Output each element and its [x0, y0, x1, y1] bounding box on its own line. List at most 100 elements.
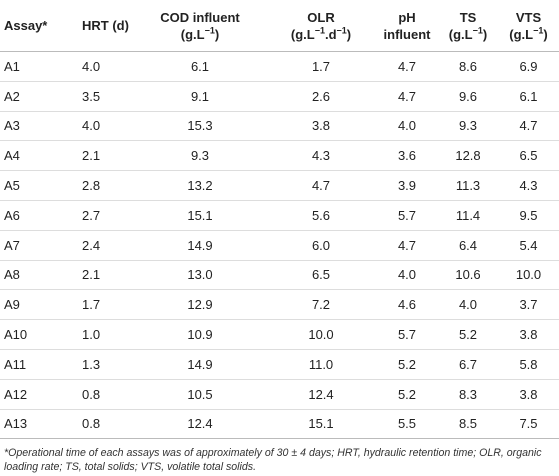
value-cell: 4.7	[376, 51, 438, 82]
value-cell: 8.3	[438, 379, 498, 410]
value-cell: 4.6	[376, 289, 438, 321]
header-text: .d	[324, 26, 337, 42]
assay-cell: A3	[0, 111, 74, 142]
value-cell: 4.7	[376, 230, 438, 261]
value-cell: 10.0	[498, 260, 559, 291]
value-cell: 11.3	[438, 170, 498, 201]
table-row: A12 0.8 10.5 12.4 5.2 8.3 3.8	[0, 379, 559, 410]
value-cell: 1.7	[74, 289, 134, 321]
value-cell: 10.0	[266, 319, 376, 350]
header-cell: TS (g.L−1)	[438, 0, 498, 52]
header-text: )	[214, 26, 220, 42]
value-cell: 0.8	[74, 409, 134, 440]
value-cell: 0.8	[74, 379, 134, 410]
value-cell: 10.9	[134, 319, 266, 350]
value-cell: 2.8	[74, 170, 134, 201]
table-body: A1 4.0 6.1 1.7 4.7 8.6 6.9 A2 3.5 9.1 2.6 4.7 9.6 6.1…	[0, 51, 559, 440]
value-cell: 1.3	[74, 349, 134, 380]
footnote: *Operational time of each assays was of …	[4, 447, 542, 474]
value-cell: 5.6	[266, 200, 376, 231]
value-cell: 15.3	[134, 111, 266, 142]
value-cell: 4.3	[266, 140, 376, 172]
value-cell: 14.9	[134, 349, 266, 380]
value-cell: 6.4	[438, 230, 498, 261]
table-row: A1 4.0 6.1 1.7 4.7 8.6 6.9	[0, 51, 559, 82]
header-text: (g.L	[180, 26, 205, 42]
header-text: influent	[383, 26, 431, 42]
value-cell: 6.5	[266, 260, 376, 291]
value-cell: 9.3	[134, 140, 266, 172]
table-row: A6 2.7 15.1 5.6 5.7 11.4 9.5	[0, 200, 559, 231]
value-cell: 6.1	[498, 81, 559, 112]
value-cell: 5.2	[376, 349, 438, 380]
header-text: Assay*	[4, 18, 48, 33]
assay-cell: A9	[0, 289, 74, 321]
value-cell: 4.0	[74, 51, 134, 82]
value-cell: 8.6	[438, 51, 498, 82]
value-cell: 4.3	[498, 170, 559, 201]
assay-cell: A13	[0, 409, 74, 440]
value-cell: 4.7	[376, 81, 438, 112]
assay-cell: A5	[0, 170, 74, 201]
header-text: (g.L	[448, 26, 473, 42]
assay-cell: A11	[0, 349, 74, 380]
value-cell: 11.0	[266, 349, 376, 380]
value-cell: 6.5	[498, 140, 559, 172]
superscript: −1	[314, 25, 325, 36]
table-row: A9 1.7 12.9 7.2 4.6 4.0 3.7	[0, 289, 559, 321]
value-cell: 2.4	[74, 230, 134, 261]
header-cell: VTS (g.L−1)	[498, 0, 559, 52]
header-text: VTS	[515, 9, 542, 25]
table-row: A11 1.3 14.9 11.0 5.2 6.7 5.8	[0, 349, 559, 380]
header-cell: Assay*	[0, 0, 74, 52]
table-row: A2 3.5 9.1 2.6 4.7 9.6 6.1	[0, 81, 559, 112]
superscript: −1	[472, 25, 483, 36]
value-cell: 9.6	[438, 81, 498, 112]
value-cell: 3.6	[376, 140, 438, 172]
value-cell: 3.8	[498, 379, 559, 410]
value-cell: 7.5	[498, 409, 559, 440]
value-cell: 13.2	[134, 170, 266, 201]
value-cell: 12.9	[134, 289, 266, 321]
table-row: A13 0.8 12.4 15.1 5.5 8.5 7.5	[0, 409, 559, 440]
value-cell: 9.3	[438, 111, 498, 142]
value-cell: 14.9	[134, 230, 266, 261]
assay-cell: A2	[0, 81, 74, 112]
value-cell: 9.5	[498, 200, 559, 231]
header-cell: OLR (g.L−1.d−1)	[266, 0, 376, 52]
value-cell: 2.6	[266, 81, 376, 112]
assay-cell: A8	[0, 260, 74, 291]
table-row: A7 2.4 14.9 6.0 4.7 6.4 5.4	[0, 230, 559, 261]
superscript: −1	[204, 25, 215, 36]
value-cell: 1.7	[266, 51, 376, 82]
header-text: HRT (d)	[82, 18, 129, 33]
header-text: )	[543, 26, 548, 42]
value-cell: 12.8	[438, 140, 498, 172]
value-cell: 4.0	[376, 111, 438, 142]
value-cell: 4.0	[376, 260, 438, 291]
value-cell: 9.1	[134, 81, 266, 112]
header-text: pH	[398, 9, 416, 25]
value-cell: 1.0	[74, 319, 134, 350]
value-cell: 6.1	[134, 51, 266, 82]
header-text: COD influent	[160, 9, 240, 25]
value-cell: 13.0	[134, 260, 266, 291]
header-text: (g.L	[509, 26, 534, 42]
header-cell: pH influent	[376, 0, 438, 52]
header-text: )	[482, 26, 488, 42]
header-text: (g.L	[290, 26, 315, 42]
value-cell: 11.4	[438, 200, 498, 231]
value-cell: 4.0	[438, 289, 498, 321]
value-cell: 5.5	[376, 409, 438, 440]
value-cell: 5.7	[376, 319, 438, 350]
value-cell: 6.0	[266, 230, 376, 261]
value-cell: 12.4	[134, 409, 266, 440]
header-cell: COD influent (g.L−1)	[134, 0, 266, 52]
table-row: A3 4.0 15.3 3.8 4.0 9.3 4.7	[0, 111, 559, 142]
assay-cell: A4	[0, 140, 74, 172]
table-row: A5 2.8 13.2 4.7 3.9 11.3 4.3	[0, 170, 559, 201]
value-cell: 2.1	[74, 260, 134, 291]
table-row: A8 2.1 13.0 6.5 4.0 10.6 10.0	[0, 260, 559, 291]
header-text: )	[346, 26, 352, 42]
